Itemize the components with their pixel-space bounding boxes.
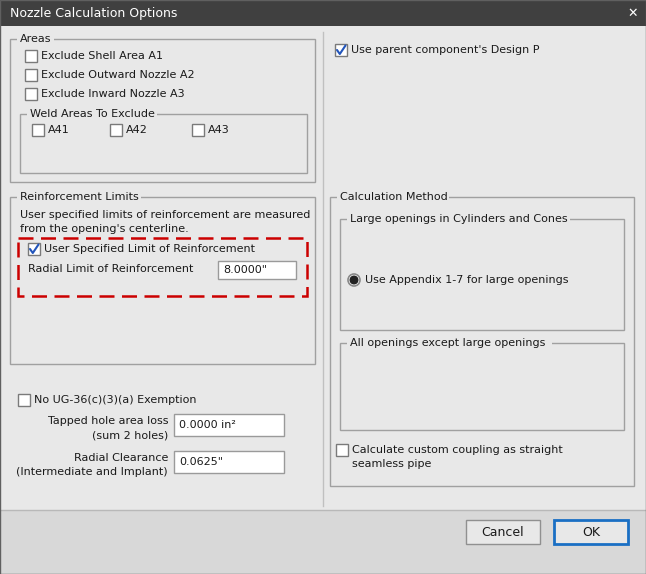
Text: ✕: ✕ <box>628 6 638 20</box>
Text: No UG-36(c)(3)(a) Exemption: No UG-36(c)(3)(a) Exemption <box>34 395 196 405</box>
Text: 0.0000 in²: 0.0000 in² <box>179 420 236 430</box>
Bar <box>336 444 348 456</box>
Bar <box>554 520 628 544</box>
Text: Exclude Inward Nozzle A3: Exclude Inward Nozzle A3 <box>41 89 185 99</box>
Bar <box>18 394 30 406</box>
Text: (Intermediate and Implant): (Intermediate and Implant) <box>16 467 168 477</box>
Text: All openings except large openings: All openings except large openings <box>350 338 545 348</box>
Bar <box>347 212 570 226</box>
Bar <box>192 124 204 136</box>
Bar <box>28 243 40 255</box>
Text: OK: OK <box>582 526 600 538</box>
Text: Exclude Shell Area A1: Exclude Shell Area A1 <box>41 51 163 61</box>
Text: (sum 2 holes): (sum 2 holes) <box>92 430 168 440</box>
Text: Areas: Areas <box>20 34 52 44</box>
Circle shape <box>350 276 358 284</box>
Text: User Specified Limit of Reinforcement: User Specified Limit of Reinforcement <box>44 244 255 254</box>
Bar <box>25 50 37 62</box>
Text: A43: A43 <box>208 125 230 135</box>
Bar <box>110 124 122 136</box>
Text: 0.0625": 0.0625" <box>179 457 223 467</box>
Bar <box>32 124 44 136</box>
Bar <box>0 510 646 574</box>
Text: Tapped hole area loss: Tapped hole area loss <box>48 416 168 426</box>
Bar <box>340 343 624 430</box>
Bar <box>335 44 347 56</box>
Circle shape <box>348 274 360 286</box>
Bar <box>340 219 624 330</box>
Bar <box>330 197 634 486</box>
Bar <box>0 0 646 26</box>
Text: 8.0000": 8.0000" <box>223 265 267 275</box>
Text: Calculation Method: Calculation Method <box>340 192 448 202</box>
Bar <box>10 197 315 364</box>
Text: A42: A42 <box>126 125 148 135</box>
Bar <box>17 32 54 46</box>
Text: Use Appendix 1-7 for large openings: Use Appendix 1-7 for large openings <box>365 275 568 285</box>
Bar <box>25 88 37 100</box>
Bar <box>466 520 540 544</box>
Bar <box>27 107 157 121</box>
Bar <box>174 451 284 473</box>
Text: A41: A41 <box>48 125 70 135</box>
Text: Radial Limit of Reinforcement: Radial Limit of Reinforcement <box>28 264 193 274</box>
Bar <box>218 261 296 279</box>
Bar <box>337 190 450 204</box>
Bar <box>20 114 307 173</box>
Text: Radial Clearance: Radial Clearance <box>74 453 168 463</box>
Bar <box>10 39 315 182</box>
Text: Weld Areas To Exclude: Weld Areas To Exclude <box>30 109 155 119</box>
Text: Large openings in Cylinders and Cones: Large openings in Cylinders and Cones <box>350 214 568 224</box>
Text: seamless pipe: seamless pipe <box>352 459 432 469</box>
Bar <box>17 190 141 204</box>
Bar <box>18 238 307 296</box>
Text: from the opening's centerline.: from the opening's centerline. <box>20 224 189 234</box>
Text: User specified limits of reinforcement are measured: User specified limits of reinforcement a… <box>20 210 310 220</box>
Text: Reinforcement Limits: Reinforcement Limits <box>20 192 139 202</box>
Bar <box>25 69 37 81</box>
Text: Exclude Outward Nozzle A2: Exclude Outward Nozzle A2 <box>41 70 194 80</box>
Text: Calculate custom coupling as straight: Calculate custom coupling as straight <box>352 445 563 455</box>
Bar <box>174 414 284 436</box>
Text: Use parent component's Design P: Use parent component's Design P <box>351 45 539 55</box>
Bar <box>347 336 552 350</box>
Text: Cancel: Cancel <box>482 526 525 538</box>
Text: Nozzle Calculation Options: Nozzle Calculation Options <box>10 6 178 20</box>
